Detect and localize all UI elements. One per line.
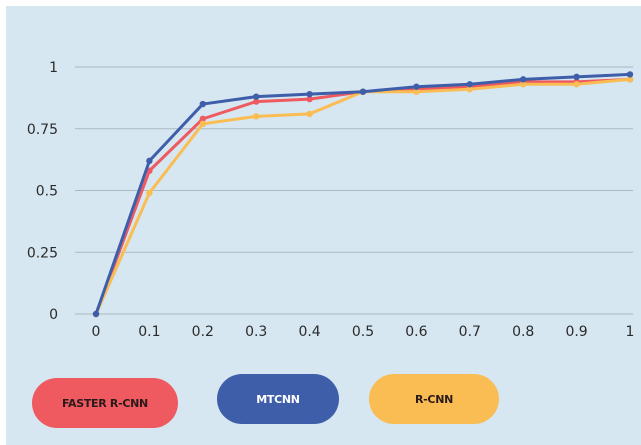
data-point xyxy=(146,189,153,197)
data-point xyxy=(573,81,580,88)
legend-item-mtcnn: MTCNN xyxy=(217,374,339,424)
x-tick-label: 0.1 xyxy=(138,324,160,340)
x-tick-label: 0 xyxy=(92,324,101,340)
data-point xyxy=(92,310,100,318)
legend-item-faster-r-cnn: FASTER R-CNN xyxy=(32,378,178,428)
series-line-r-cnn xyxy=(94,77,631,315)
data-point xyxy=(199,120,206,128)
data-point xyxy=(573,73,580,81)
x-tick-label: 0.3 xyxy=(245,324,267,340)
data-point xyxy=(146,157,153,165)
data-point xyxy=(520,76,527,83)
data-point xyxy=(466,86,473,93)
y-tick-label: 1 xyxy=(49,60,58,76)
data-point xyxy=(253,93,260,100)
data-point xyxy=(626,71,634,78)
x-tick-label: 0.9 xyxy=(565,324,587,340)
data-point xyxy=(413,88,420,95)
data-point xyxy=(199,100,206,108)
x-tick-label: 1 xyxy=(626,324,635,340)
y-tick-label: 0.5 xyxy=(36,184,58,200)
data-point xyxy=(626,76,634,83)
y-tick-label: 0 xyxy=(49,307,58,323)
x-tick-label: 0.6 xyxy=(405,324,427,340)
data-point xyxy=(413,83,420,90)
x-tick-label: 0.7 xyxy=(459,324,481,340)
data-point xyxy=(359,88,367,95)
y-tick-label: 0.75 xyxy=(27,122,58,138)
x-tick-label: 0.5 xyxy=(352,324,374,340)
series-line-mtcnn xyxy=(94,72,631,315)
legend-item-r-cnn: R-CNN xyxy=(369,374,499,424)
x-tick-label: 0.8 xyxy=(512,324,534,340)
y-tick-label: 0.25 xyxy=(27,245,58,261)
data-point xyxy=(466,81,473,88)
data-point xyxy=(253,98,260,105)
data-point xyxy=(199,115,206,123)
x-tick-label: 0.4 xyxy=(298,324,320,340)
data-point xyxy=(520,81,527,88)
series-line-faster-r-cnn xyxy=(94,77,631,315)
data-point xyxy=(306,95,313,103)
data-point xyxy=(253,113,260,120)
data-point xyxy=(306,110,313,118)
x-tick-label: 0.2 xyxy=(192,324,214,340)
data-point xyxy=(306,90,313,98)
